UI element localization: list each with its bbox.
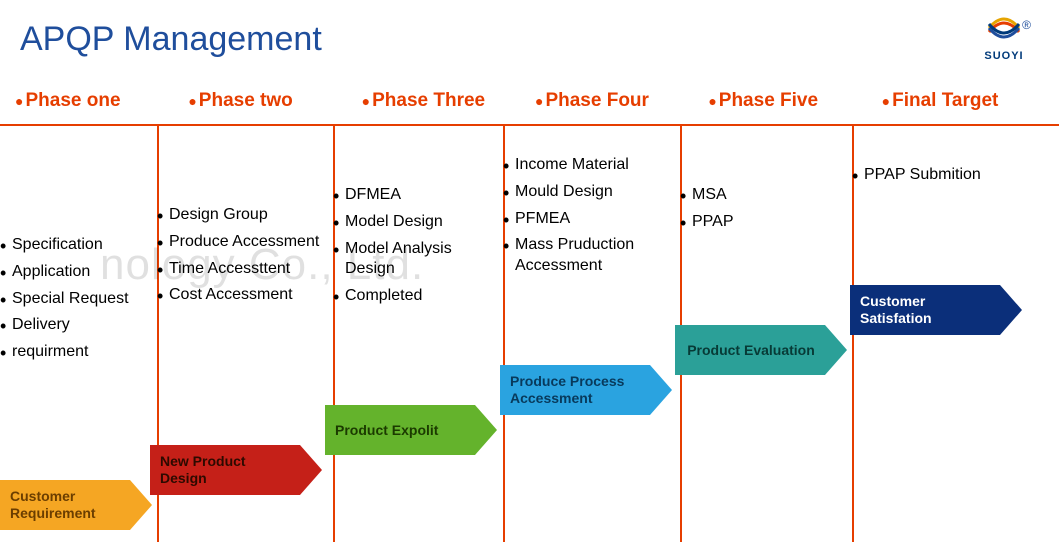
logo-icon	[979, 8, 1029, 48]
phase-item: DFMEA	[333, 185, 503, 206]
phase-header: Final Target	[877, 90, 1050, 112]
horizontal-divider	[0, 124, 1059, 126]
phase-column: PPAP Submition	[852, 165, 1022, 192]
phase-arrow: Customer Satisfation	[850, 285, 1022, 335]
phase-headers: Phase one Phase two Phase Three Phase Fo…	[10, 90, 1050, 112]
arrow-point-icon	[300, 445, 322, 495]
arrow-label: Customer Requirement	[0, 480, 130, 530]
phase-item: Model Design	[333, 212, 503, 233]
phase-arrow: New Product Design	[150, 445, 322, 495]
phase-item: Special Request	[0, 289, 170, 310]
phase-header: Phase one	[10, 90, 183, 112]
phase-arrow: Product Evaluation	[675, 325, 847, 375]
phase-item: PFMEA	[503, 209, 673, 230]
phase-column: MSA PPAP	[680, 185, 850, 239]
phase-item: MSA	[680, 185, 850, 206]
phase-column: Income Material Mould Design PFMEA Mass Pru…	[503, 155, 673, 283]
phase-item: Time Accessttent	[157, 259, 327, 280]
phase-item: Delivery	[0, 315, 170, 336]
phase-item: Completed	[333, 286, 503, 307]
phase-item: Model Analysis Design	[333, 239, 503, 281]
phase-item: Specification	[0, 235, 170, 256]
phase-item: Mass Pruduction Accessment	[503, 235, 673, 277]
phase-item-list: Income Material Mould Design PFMEA Mass Pru…	[503, 155, 673, 277]
phase-item: Design Group	[157, 205, 327, 226]
arrow-point-icon	[825, 325, 847, 375]
page-title: APQP Management	[20, 20, 1059, 59]
phase-arrow: Product Expolit	[325, 405, 497, 455]
phase-header: Phase Four	[530, 90, 703, 112]
phase-header: Phase Five	[703, 90, 876, 112]
phase-header: Phase two	[183, 90, 356, 112]
arrow-label: Product Expolit	[325, 405, 475, 455]
phase-item: requirment	[0, 342, 170, 363]
arrow-label: Customer Satisfation	[850, 285, 1000, 335]
phase-item: Income Material	[503, 155, 673, 176]
phase-item-list: Design Group Produce Accessment Time Acces…	[157, 205, 327, 306]
brand-name: SUOYI	[969, 50, 1039, 62]
phase-item: PPAP	[680, 212, 850, 233]
arrow-label: Product Evaluation	[675, 325, 825, 375]
phase-item: PPAP Submition	[852, 165, 1022, 186]
brand-logo: ® SUOYI	[969, 8, 1039, 62]
phase-arrow: Produce Process Accessment	[500, 365, 672, 415]
phase-item: Application	[0, 262, 170, 283]
phase-item-list: Specification Application Special Request D…	[0, 235, 170, 363]
arrow-label: Produce Process Accessment	[500, 365, 650, 415]
phase-arrow: Customer Requirement	[0, 480, 152, 530]
phase-column: DFMEA Model Design Model Analysis Design Co…	[333, 185, 503, 313]
phase-item-list: PPAP Submition	[852, 165, 1022, 186]
phase-item-list: MSA PPAP	[680, 185, 850, 233]
phase-item: Produce Accessment	[157, 232, 327, 253]
phase-column: Specification Application Special Request D…	[0, 235, 170, 369]
phase-item-list: DFMEA Model Design Model Analysis Design Co…	[333, 185, 503, 307]
phase-header: Phase Three	[357, 90, 530, 112]
phase-item: Mould Design	[503, 182, 673, 203]
arrow-point-icon	[130, 480, 152, 530]
arrow-point-icon	[1000, 285, 1022, 335]
phase-item: Cost Accessment	[157, 285, 327, 306]
arrow-point-icon	[650, 365, 672, 415]
phase-column: Design Group Produce Accessment Time Acces…	[157, 205, 327, 312]
arrow-label: New Product Design	[150, 445, 300, 495]
arrow-point-icon	[475, 405, 497, 455]
